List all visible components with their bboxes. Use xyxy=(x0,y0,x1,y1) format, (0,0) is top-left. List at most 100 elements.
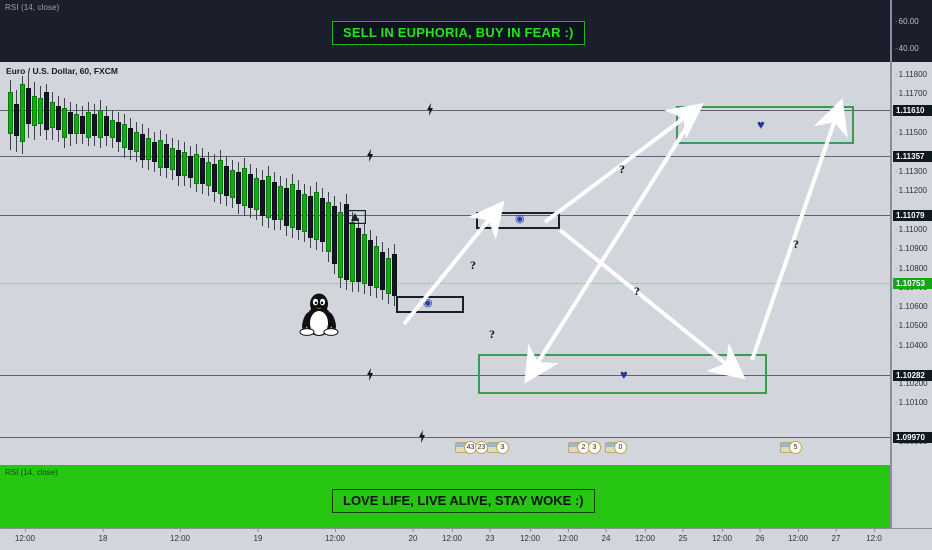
time-axis-tick: 12:00 xyxy=(15,529,35,543)
event-count-badge: 5 xyxy=(789,440,802,454)
candlestick xyxy=(104,62,109,465)
level-line-last-price[interactable] xyxy=(0,283,890,284)
question-mark-label: ? xyxy=(619,162,625,176)
time-axis-tick: 12:00 xyxy=(558,529,578,543)
candlestick xyxy=(278,62,283,465)
candlestick xyxy=(386,62,391,465)
economic-event-marker[interactable]: 3 xyxy=(487,440,509,454)
question-mark-label: ? xyxy=(634,284,640,298)
eye-icon: ◉ xyxy=(423,297,433,309)
candlestick xyxy=(332,62,337,465)
symbol-title: Euro / U.S. Dollar, 60, FXCM xyxy=(6,66,118,76)
rsi-axis-tick: -40.00 xyxy=(895,44,919,53)
time-axis-tick: 18 xyxy=(99,529,107,543)
price-chart-pane[interactable]: Euro / U.S. Dollar, 60, FXCM xyxy=(0,62,891,465)
level-line-1.09970[interactable] xyxy=(0,437,890,438)
heart-icon: ♥ xyxy=(757,117,765,132)
price-level-badge[interactable]: 1.11079 xyxy=(893,210,932,221)
price-level-badge[interactable]: 1.10753 xyxy=(893,278,932,289)
candlestick xyxy=(290,62,295,465)
candlestick xyxy=(254,62,259,465)
time-axis-tick: 12:00 xyxy=(788,529,808,543)
price-axis-tick: -1.10400 xyxy=(895,341,928,350)
candlestick xyxy=(26,62,31,465)
price-axis-tick: -1.10900 xyxy=(895,244,928,253)
candlestick xyxy=(32,62,37,465)
time-axis-tick: 25 xyxy=(679,529,687,543)
economic-event-marker[interactable]: 5 xyxy=(780,440,802,454)
lightning-bolt-icon xyxy=(427,103,433,116)
candlestick xyxy=(188,62,193,465)
candlestick xyxy=(218,62,223,465)
price-level-badge[interactable]: 1.11357 xyxy=(893,151,932,162)
price-axis-tick: -1.11000 xyxy=(895,225,927,234)
economic-event-marker[interactable]: 43 23 xyxy=(455,440,488,454)
question-mark-label: ? xyxy=(470,258,476,272)
rsi-indicator-label: RSI (14, close) xyxy=(5,3,60,12)
rsi-axis-tick: -60.00 xyxy=(895,17,919,26)
candlestick xyxy=(272,62,277,465)
price-axis-tick: -1.10100 xyxy=(895,398,928,407)
candlestick xyxy=(158,62,163,465)
price-level-badge[interactable]: 1.11610 xyxy=(893,105,932,116)
price-level-badge[interactable]: 1.09970 xyxy=(893,432,932,443)
candlestick xyxy=(206,62,211,465)
rsi-bottom-pane[interactable]: RSI (14, close) LOVE LIFE, LIVE ALIVE, S… xyxy=(0,465,891,528)
economic-event-marker[interactable]: 0 xyxy=(605,440,627,454)
price-axis-tick: -1.11500 xyxy=(895,128,927,137)
candlestick xyxy=(284,62,289,465)
candlestick xyxy=(194,62,199,465)
price-level-badge[interactable]: 1.10282 xyxy=(893,370,932,381)
candlestick xyxy=(80,62,85,465)
candlestick xyxy=(308,62,313,465)
price-axis-tick: -1.10200 xyxy=(895,379,928,388)
price-axis[interactable]: -60.00 -40.00 -1.11800 -1.11700 -1.11500 -1.1… xyxy=(891,0,932,528)
candlestick xyxy=(50,62,55,465)
candlestick xyxy=(362,62,367,465)
candlestick xyxy=(86,62,91,465)
level-line-1.10282[interactable] xyxy=(0,375,890,376)
time-axis-tick: 26 xyxy=(756,529,764,543)
time-axis[interactable]: 12:00 18 12:00 19 12:00 20 12:00 23 12:00 12:00 24… xyxy=(0,528,932,550)
event-count-badge: 23 xyxy=(475,440,488,454)
candlestick xyxy=(176,62,181,465)
candlestick xyxy=(68,62,73,465)
rsi-top-pane[interactable]: RSI (14, close) SELL IN EUPHORIA, BUY IN… xyxy=(0,0,891,62)
candlestick xyxy=(248,62,253,465)
candlestick xyxy=(302,62,307,465)
candlestick xyxy=(242,62,247,465)
candlestick xyxy=(182,62,187,465)
candlestick xyxy=(230,62,235,465)
candlestick xyxy=(128,62,133,465)
eye-box-lower[interactable] xyxy=(396,296,464,313)
level-line-1.11357[interactable] xyxy=(0,156,890,157)
candlestick xyxy=(392,62,397,465)
candlestick xyxy=(170,62,175,465)
candlestick xyxy=(314,62,319,465)
candlestick xyxy=(74,62,79,465)
time-axis-tick: 12:0 xyxy=(866,529,882,543)
price-axis-tick: -1.11200 xyxy=(895,186,927,195)
price-axis-tick: -1.11800 xyxy=(895,70,927,79)
time-axis-tick: 12:00 xyxy=(442,529,462,543)
level-line-1.11610[interactable] xyxy=(0,110,890,111)
lightning-bolt-icon xyxy=(367,149,373,162)
level-line-1.11079[interactable] xyxy=(0,215,890,216)
time-axis-tick: 12:00 xyxy=(325,529,345,543)
price-axis-tick: -1.10600 xyxy=(895,302,928,311)
candlestick xyxy=(380,62,385,465)
tux-penguin-sticker xyxy=(299,293,339,336)
time-axis-tick: 19 xyxy=(254,529,262,543)
candlestick xyxy=(38,62,43,465)
candlestick xyxy=(122,62,127,465)
candlestick xyxy=(164,62,169,465)
question-mark-label: ? xyxy=(793,237,799,251)
candlestick xyxy=(92,62,97,465)
candlestick xyxy=(200,62,205,465)
question-mark-label: ? xyxy=(489,327,495,341)
time-axis-tick: 24 xyxy=(602,529,610,543)
lightning-bolt-icon xyxy=(419,430,425,443)
demand-zone-rectangle[interactable] xyxy=(478,354,767,394)
candlestick xyxy=(338,62,343,465)
